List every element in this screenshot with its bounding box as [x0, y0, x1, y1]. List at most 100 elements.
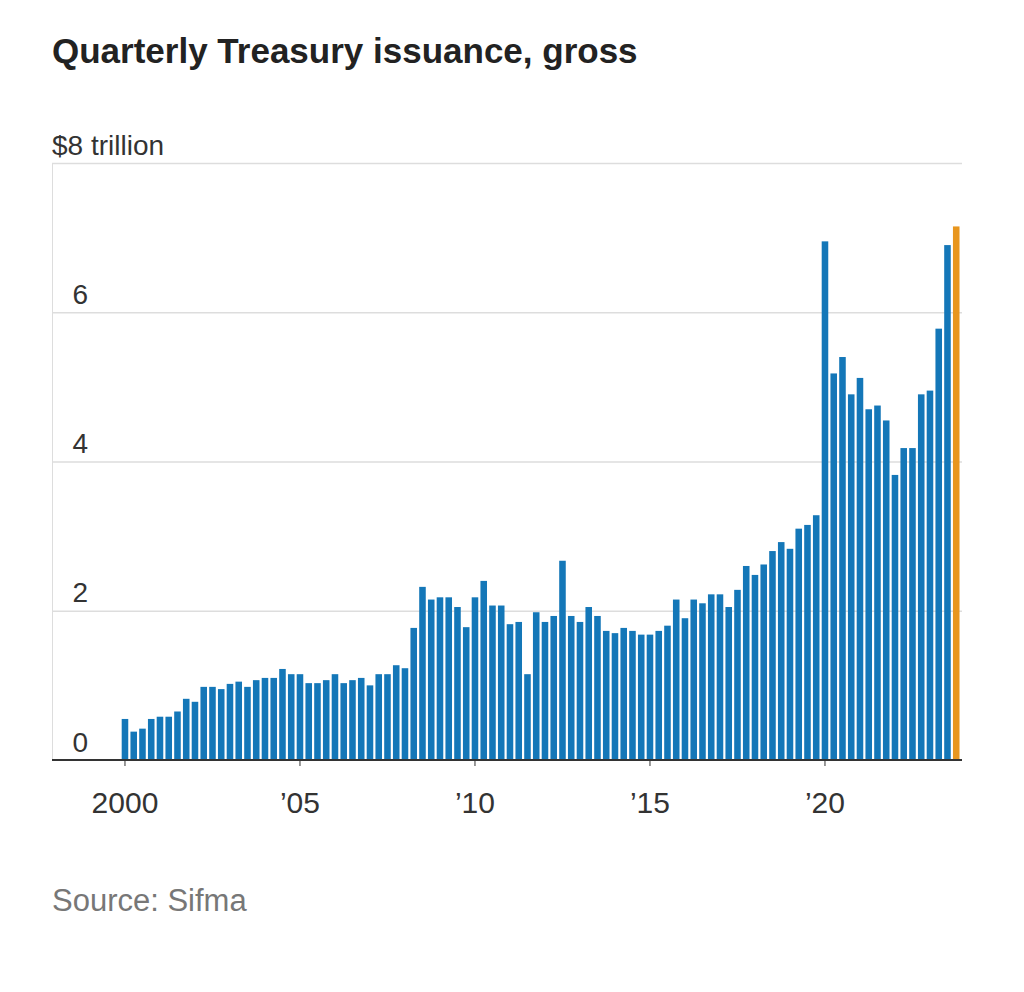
bar — [559, 561, 566, 760]
y-tick: $8 trillion — [52, 130, 962, 164]
bar — [752, 575, 759, 760]
grid-line — [52, 163, 962, 165]
bar — [218, 689, 225, 760]
y-tick-label: 0 — [72, 727, 88, 758]
bar — [620, 628, 627, 760]
x-tick-mark — [474, 760, 475, 766]
y-tick-label: $8 trillion — [52, 130, 164, 161]
bar — [244, 687, 251, 760]
x-tick: ’20 — [805, 760, 845, 819]
bar — [734, 590, 741, 760]
bar — [262, 678, 269, 760]
x-axis: 2000 ’05 ’10 ’15 ’20 — [52, 760, 962, 819]
bar — [655, 631, 662, 760]
bar — [340, 683, 347, 760]
bar — [708, 594, 715, 760]
bar — [839, 357, 846, 760]
bar — [489, 606, 496, 760]
chart: Quarterly Treasury issuance, gross0246$8… — [0, 0, 1024, 992]
x-tick: ’05 — [280, 760, 320, 819]
bar — [165, 717, 172, 760]
bar — [279, 669, 286, 760]
x-tick-label: ’05 — [280, 786, 320, 819]
bar — [358, 678, 365, 760]
bar — [892, 475, 899, 760]
bar — [585, 607, 592, 760]
bar — [437, 597, 444, 760]
bar — [664, 626, 671, 760]
bar — [472, 597, 479, 760]
bar — [533, 612, 540, 760]
bar — [787, 549, 794, 760]
bar — [270, 678, 277, 760]
bar — [463, 627, 470, 760]
bar — [874, 406, 881, 760]
bar — [629, 631, 636, 760]
bar — [804, 525, 811, 760]
bar — [717, 594, 724, 760]
title: Quarterly Treasury issuance, gross — [52, 31, 638, 70]
bar — [148, 719, 155, 760]
bar — [480, 581, 487, 760]
x-tick-mark — [824, 760, 825, 766]
bar — [953, 226, 960, 760]
bar — [410, 628, 417, 760]
bar — [743, 566, 750, 760]
x-tick-label: ’20 — [805, 786, 845, 819]
x-tick-label: ’15 — [630, 786, 670, 819]
bar — [577, 622, 584, 760]
bar — [822, 241, 829, 760]
bar — [725, 607, 732, 760]
bar — [568, 616, 575, 760]
bar — [445, 597, 452, 760]
bar — [183, 699, 190, 760]
x-tick-mark — [124, 760, 125, 766]
bar — [944, 245, 951, 760]
bar — [900, 448, 907, 760]
y-tick-label: 2 — [72, 577, 88, 608]
bar — [498, 606, 505, 760]
bar — [690, 600, 697, 760]
bar — [130, 732, 137, 760]
x-tick: ’15 — [630, 760, 670, 819]
x-tick-label: 2000 — [92, 786, 159, 819]
bar — [139, 729, 146, 760]
bar — [760, 564, 767, 760]
bar — [778, 542, 785, 760]
bar — [428, 600, 435, 760]
bar — [507, 624, 514, 760]
bar — [209, 687, 216, 760]
bar — [122, 719, 129, 760]
y-axis: 0246$8 trillion — [52, 130, 962, 761]
x-tick-mark — [299, 760, 300, 766]
x-axis-line — [52, 759, 962, 761]
bar — [384, 674, 391, 760]
bar — [603, 631, 610, 760]
bar — [638, 635, 645, 760]
bar — [297, 674, 304, 760]
bar — [157, 717, 164, 760]
bar — [235, 682, 242, 760]
bar — [305, 683, 312, 760]
bar — [682, 618, 689, 760]
bar — [393, 665, 400, 760]
bar — [612, 633, 619, 760]
bars — [122, 226, 960, 760]
bar — [524, 674, 531, 760]
bar — [909, 448, 916, 760]
x-tick-label: ’10 — [455, 786, 495, 819]
bar — [883, 420, 890, 760]
bar — [927, 391, 934, 760]
bar — [935, 329, 942, 760]
bar — [288, 674, 295, 760]
bar — [200, 687, 207, 760]
bar — [769, 551, 776, 760]
grid-line — [52, 760, 962, 762]
bar — [192, 702, 199, 760]
bar — [550, 616, 557, 760]
bar — [647, 635, 654, 760]
bar — [830, 373, 837, 760]
bar — [314, 683, 321, 760]
bar — [402, 668, 409, 760]
bar — [865, 409, 872, 760]
